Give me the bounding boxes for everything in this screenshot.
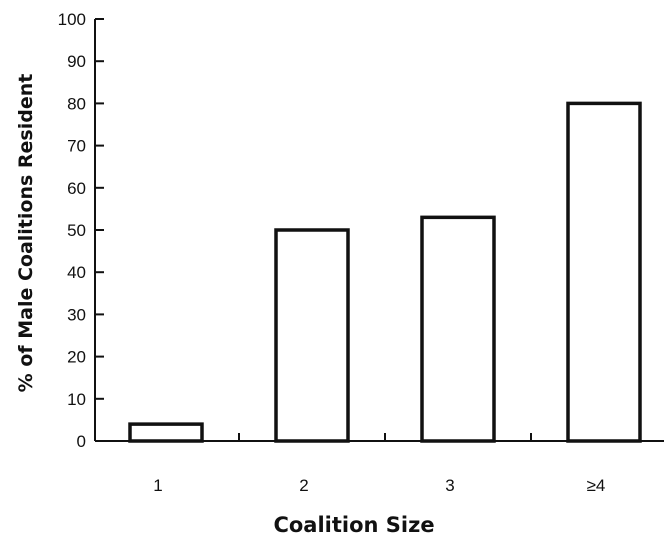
y-tick-label: 10	[67, 390, 86, 409]
bars	[128, 101, 642, 443]
x-axis-title: Coalition Size	[273, 513, 434, 537]
bar-3	[420, 215, 496, 443]
bar-1	[128, 422, 204, 443]
x-tick-label: 3	[445, 476, 454, 495]
y-tick-label: 20	[67, 348, 86, 367]
y-tick-label: 40	[67, 263, 86, 282]
y-tick-label: 70	[67, 137, 86, 156]
y-tick-label: 50	[67, 221, 86, 240]
y-tick-label: 100	[58, 10, 86, 29]
y-tick-label: 30	[67, 305, 86, 324]
y-tick-label: 90	[67, 52, 86, 71]
y-axis: 0 10 20 30 40 50 60 70 80 90 100	[58, 10, 104, 451]
bar-2	[274, 228, 350, 443]
x-tick-label: 2	[299, 476, 308, 495]
bar-4	[566, 101, 642, 443]
y-tick-label: 0	[77, 432, 86, 451]
y-tick-label: 60	[67, 179, 86, 198]
x-tick-label: 1	[153, 476, 162, 495]
x-tick-label: ≥4	[587, 476, 606, 495]
y-tick-label: 80	[67, 94, 86, 113]
y-axis-title: % of Male Coalitions Resident	[15, 74, 37, 393]
